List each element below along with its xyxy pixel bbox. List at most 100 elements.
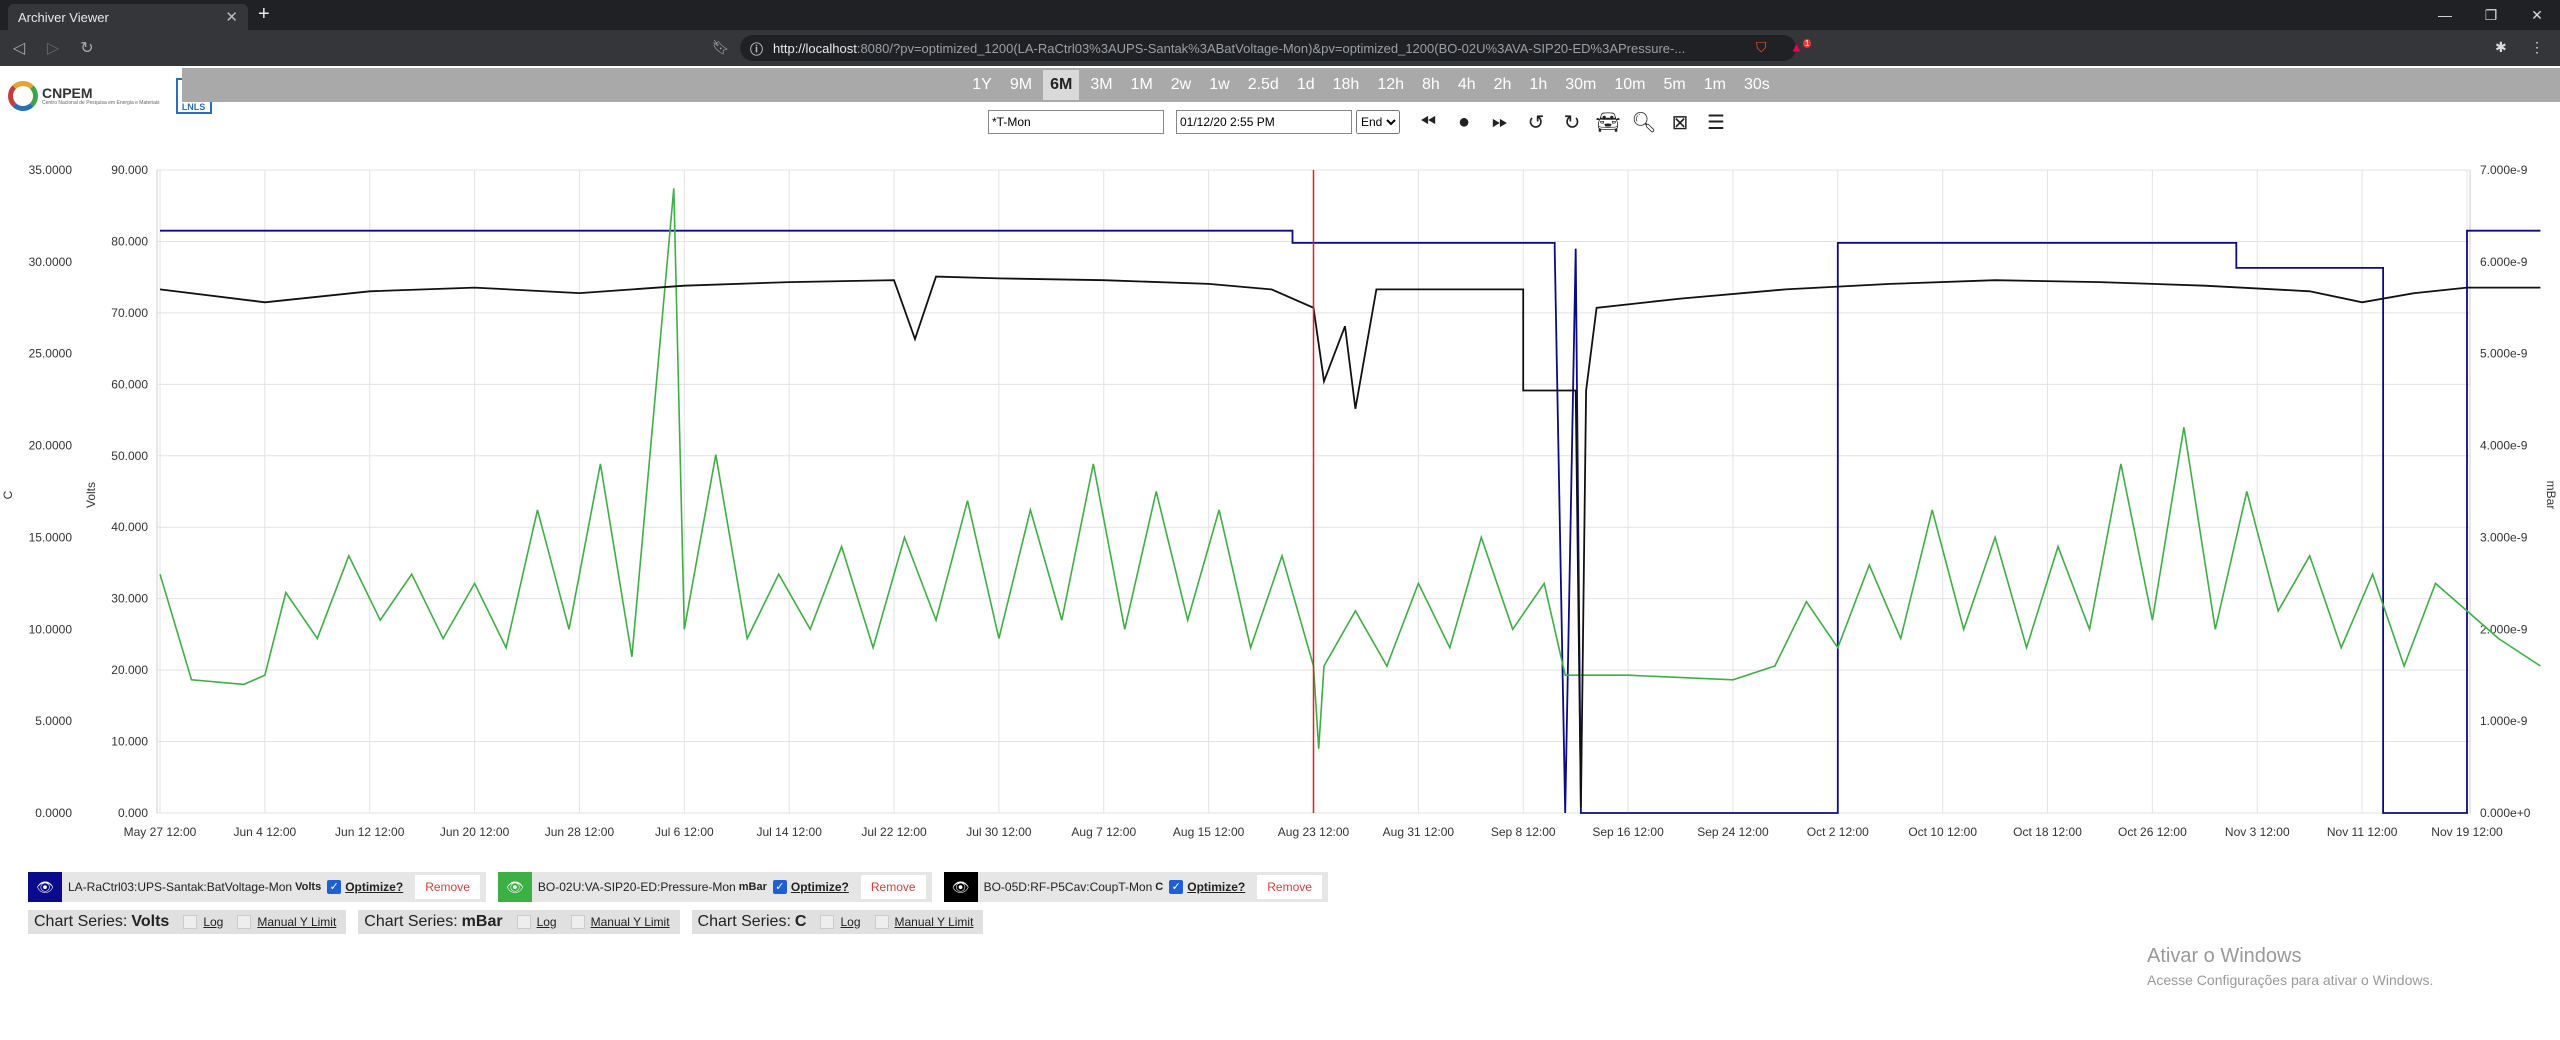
menu-icon[interactable]: ⋮ bbox=[2530, 39, 2544, 55]
zoom-button-2h[interactable]: 2h bbox=[1493, 76, 1512, 93]
x-tick-label: Jul 30 12:00 bbox=[966, 825, 1032, 839]
zoom-button-1m[interactable]: 1m bbox=[1703, 76, 1726, 93]
zoom-button-1h[interactable]: 1h bbox=[1529, 76, 1548, 93]
optimize-label[interactable]: Optimize? bbox=[345, 880, 404, 894]
cnpem-logo-text: CNPEM Centro Nacional de Pesquisa em Ene… bbox=[42, 86, 160, 106]
list-icon[interactable]: ☰ bbox=[1707, 111, 1725, 134]
zoom-button-12h[interactable]: 12h bbox=[1377, 76, 1405, 93]
x-tick-label: Jul 14 12:00 bbox=[756, 825, 822, 839]
manual-limit-checkbox[interactable] bbox=[237, 915, 252, 929]
close-tab-icon[interactable]: ✕ bbox=[225, 9, 238, 26]
zoom-button-1M[interactable]: 1M bbox=[1130, 76, 1153, 93]
series-legend: 👁︎ LA-RaCtrl03:UPS-Santak:BatVoltage-Mon V… bbox=[28, 872, 1340, 902]
manual-limit-label[interactable]: Manual Y Limit bbox=[590, 915, 670, 929]
zoom-button-30s[interactable]: 30s bbox=[1743, 76, 1770, 93]
auto-refresh-car-icon[interactable]: 🚘︎ bbox=[1595, 111, 1621, 134]
remove-button[interactable]: Remove bbox=[415, 875, 480, 899]
zoom-button-30m[interactable]: 30m bbox=[1565, 76, 1597, 93]
zoom-button-8h[interactable]: 8h bbox=[1422, 76, 1440, 93]
export-excel-icon[interactable]: ⊠ bbox=[1671, 111, 1689, 134]
axis-control-label: Chart Series: bbox=[697, 913, 791, 930]
optimize-label[interactable]: Optimize? bbox=[790, 880, 849, 894]
zoom-button-1Y[interactable]: 1Y bbox=[972, 76, 992, 93]
log-label[interactable]: Log bbox=[536, 915, 557, 929]
visibility-eye-icon[interactable]: 👁︎ bbox=[943, 872, 978, 902]
mbar-tick-label: 1.000e-9 bbox=[2480, 714, 2528, 728]
log-checkbox[interactable] bbox=[820, 915, 835, 929]
extensions-icon[interactable]: ✱ bbox=[2495, 39, 2507, 55]
series-line-volts[interactable] bbox=[160, 229, 2541, 814]
minimize-icon[interactable]: — bbox=[2438, 7, 2452, 23]
zoom-button-5m[interactable]: 5m bbox=[1663, 76, 1686, 93]
zoom-button-1d[interactable]: 1d bbox=[1296, 76, 1315, 93]
x-tick-label: Jun 20 12:00 bbox=[440, 825, 510, 839]
zoom-button-18h[interactable]: 18h bbox=[1332, 76, 1360, 93]
site-info-icon[interactable]: ⓘ bbox=[750, 41, 764, 57]
rewards-icon[interactable]: ▲ 1 bbox=[1790, 39, 1812, 55]
volts-tick-label: 80.000 bbox=[111, 234, 148, 248]
manual-limit-checkbox[interactable] bbox=[874, 915, 889, 929]
series-unit: Volts bbox=[295, 881, 322, 893]
series-unit: C bbox=[1155, 881, 1164, 893]
redo-icon[interactable]: ↻ bbox=[1563, 111, 1581, 134]
close-window-icon[interactable]: ✕ bbox=[2531, 6, 2543, 23]
log-checkbox[interactable] bbox=[183, 915, 198, 929]
restore-icon[interactable]: ❐ bbox=[2484, 6, 2498, 23]
series-line-c[interactable] bbox=[159, 275, 2541, 808]
zoom-button-1w[interactable]: 1w bbox=[1209, 76, 1230, 93]
zoom-button-3M[interactable]: 3M bbox=[1090, 76, 1113, 93]
visibility-eye-icon[interactable]: 👁︎ bbox=[28, 872, 62, 902]
address-bar-row: ◁ ▷ ↻ 🔖︎ ⓘ http://localhost :8080/?pv=op… bbox=[0, 30, 2560, 66]
axis-control-label: Chart Series: bbox=[34, 913, 128, 930]
log-label[interactable]: Log bbox=[203, 915, 224, 929]
chart-area[interactable]: May 27 12:00 Jun 4 12:00 Jun 12 12:00 Jun 2… bbox=[0, 155, 2560, 855]
bookmark-icon[interactable]: 🔖︎ bbox=[712, 39, 730, 55]
new-tab-button[interactable]: + bbox=[258, 3, 270, 25]
c-axis-title: C bbox=[1, 490, 15, 499]
mbar-tick-label: 7.000e-9 bbox=[2480, 163, 2528, 177]
manual-limit-label[interactable]: Manual Y Limit bbox=[894, 915, 974, 929]
series-name: BO-02U:VA-SIP20-ED:Pressure-Mon bbox=[537, 880, 736, 894]
archiver-chart[interactable]: May 27 12:00 Jun 4 12:00 Jun 12 12:00 Jun 2… bbox=[0, 155, 2560, 855]
x-tick-label: Oct 10 12:00 bbox=[1908, 825, 1977, 839]
stop-icon[interactable]: ● bbox=[1457, 110, 1471, 133]
pv-search-input[interactable] bbox=[988, 110, 1164, 134]
zoom-button-2-5d[interactable]: 2.5d bbox=[1247, 76, 1279, 93]
zoom-button-10m[interactable]: 10m bbox=[1614, 76, 1646, 93]
back-icon[interactable]: ◁ bbox=[12, 40, 26, 57]
forward-icon[interactable]: ⏩︎ bbox=[1492, 110, 1508, 133]
zoom-button-4h[interactable]: 4h bbox=[1457, 76, 1476, 93]
remove-button[interactable]: Remove bbox=[860, 875, 926, 899]
brave-shield-icon[interactable]: ⛉ bbox=[1756, 39, 1767, 55]
optimize-checkbox[interactable]: ✓ bbox=[1169, 880, 1184, 894]
optimize-label[interactable]: Optimize? bbox=[1187, 880, 1246, 894]
forward-icon[interactable]: ▷ bbox=[46, 40, 60, 57]
zoom-icon[interactable]: 🔍︎ bbox=[1631, 111, 1657, 134]
zoom-button-2w[interactable]: 2w bbox=[1170, 76, 1192, 93]
reload-icon[interactable]: ↻ bbox=[80, 40, 94, 57]
mbar-tick-label: 3.000e-9 bbox=[2480, 530, 2528, 544]
optimize-checkbox[interactable]: ✓ bbox=[772, 880, 787, 894]
visibility-eye-icon[interactable]: 👁︎ bbox=[497, 872, 532, 902]
url-field[interactable]: ⓘ http://localhost :8080/?pv=optimized_1… bbox=[740, 35, 1796, 61]
zoom-button-6M[interactable]: 6M bbox=[1043, 70, 1080, 100]
series-line-mbar[interactable] bbox=[159, 188, 2541, 749]
date-input[interactable] bbox=[1176, 110, 1352, 134]
watermark-title: Ativar o Windows bbox=[2147, 945, 2302, 967]
c-tick-label: 5.0000 bbox=[35, 714, 72, 728]
range-select[interactable]: End bbox=[1356, 110, 1400, 134]
c-tick-label: 20.0000 bbox=[29, 439, 73, 453]
manual-limit-label[interactable]: Manual Y Limit bbox=[257, 915, 337, 929]
log-checkbox[interactable] bbox=[516, 915, 531, 929]
browser-tab[interactable]: Archiver Viewer ✕ bbox=[8, 4, 248, 30]
logo: CNPEM Centro Nacional de Pesquisa em Ene… bbox=[8, 78, 212, 114]
undo-icon[interactable]: ↺ bbox=[1527, 111, 1545, 134]
backward-icon[interactable]: ⏪︎ bbox=[1420, 110, 1436, 133]
remove-button[interactable]: Remove bbox=[1257, 875, 1322, 899]
zoom-button-9M[interactable]: 9M bbox=[1009, 76, 1033, 93]
log-label[interactable]: Log bbox=[840, 915, 861, 929]
optimize-checkbox[interactable]: ✓ bbox=[327, 880, 342, 894]
axis-control: Chart Series: mBar Log Manual Y Limit bbox=[358, 910, 680, 934]
manual-limit-checkbox[interactable] bbox=[570, 915, 585, 929]
axis-control-unit: mBar bbox=[461, 913, 503, 930]
